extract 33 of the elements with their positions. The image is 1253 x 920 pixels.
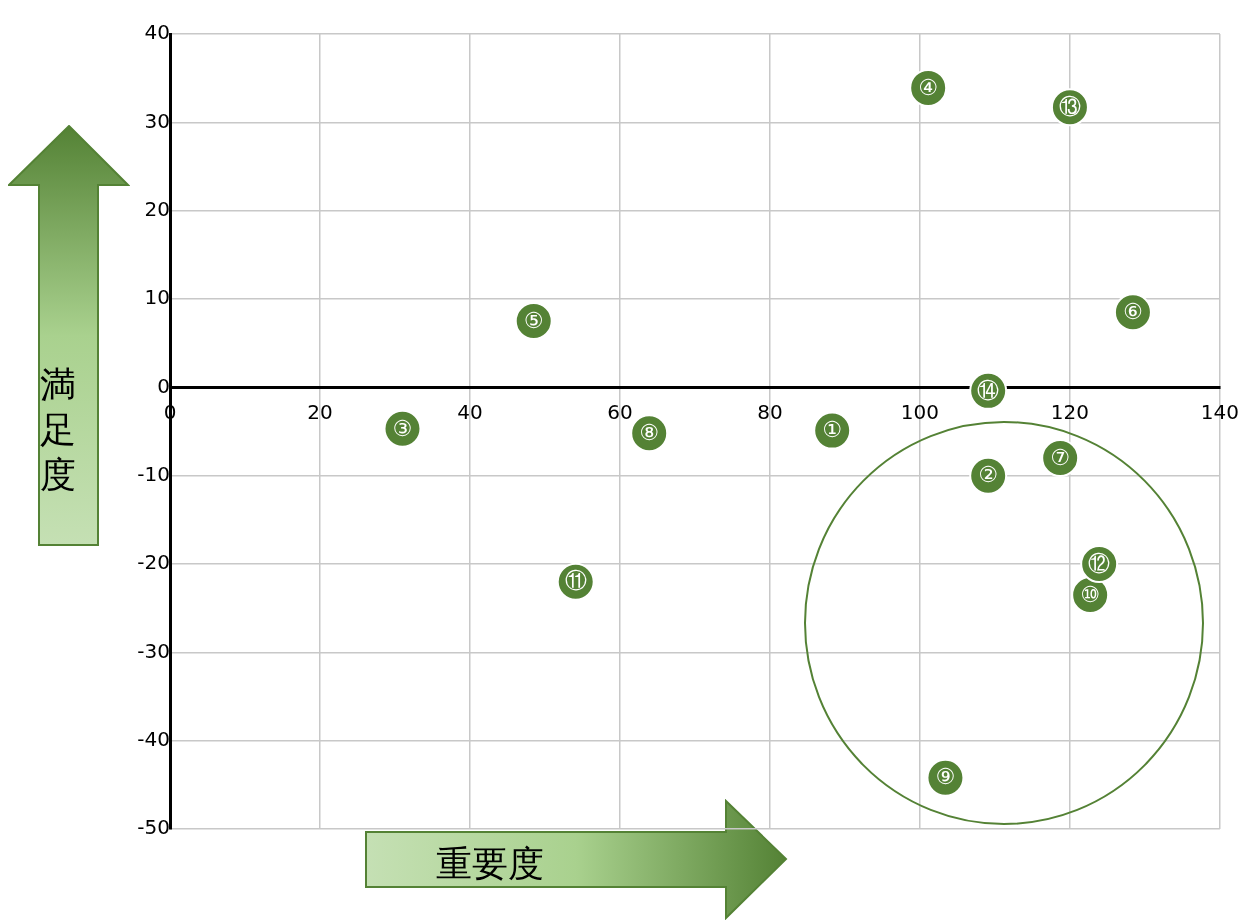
data-label: ⑬ [1058,94,1081,120]
y-tick-label: -30 [137,638,170,663]
data-label: ④ [918,74,939,100]
y-tick-label: 30 [144,108,170,133]
data-label: ⑧ [639,419,660,445]
y-tick-label: 0 [157,373,170,398]
x-tick-label: 40 [457,399,483,424]
y-tick-label: -20 [137,550,170,575]
y-tick-label: 40 [144,20,170,45]
x-axis-title: 重要度 [436,843,544,884]
y-tick-label: 20 [144,196,170,221]
data-label: ⑦ [1050,444,1071,470]
data-label: ① [822,417,843,443]
x-tick-label: 80 [757,399,783,424]
data-label: ⑭ [977,377,1000,403]
data-label: ⑤ [523,307,544,333]
x-tick-label: 60 [607,399,633,424]
data-label: ⑪ [564,568,587,594]
data-label: ⑩ [1080,581,1101,607]
x-tick-label: 100 [900,399,940,424]
y-tick-label: -50 [137,815,170,840]
x-tick-label: 20 [307,399,333,424]
data-label: ⑥ [1123,298,1143,324]
data-label: ③ [392,415,413,441]
data-label: ② [978,462,999,488]
y-tick-label: 10 [144,285,170,310]
x-tick-label: 140 [1200,399,1240,424]
x-tick-label: 120 [1050,399,1090,424]
data-label: ⑨ [935,764,956,790]
y-axis-title: 満足度 [40,363,76,497]
y-tick-label: -40 [137,726,170,751]
y-tick-label: -10 [137,461,170,486]
data-label: ⑫ [1088,550,1111,576]
